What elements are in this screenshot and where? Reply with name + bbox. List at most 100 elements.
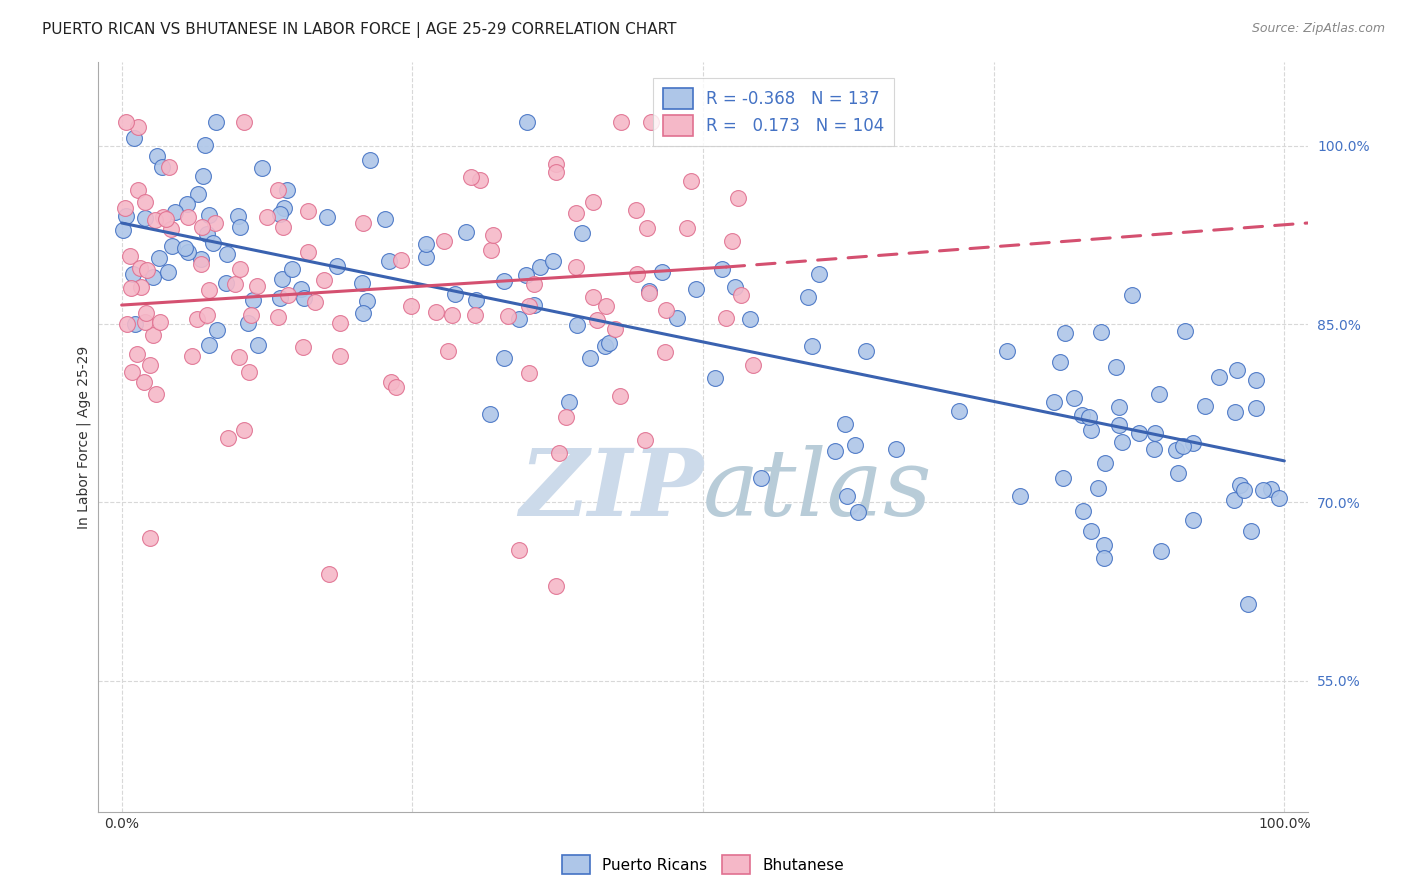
Point (1049, 355, 1071, 369)
Point (215, 247, 238, 261)
Point (595, 299, 617, 313)
Point (238, 365, 260, 379)
Point (190, 257, 212, 271)
Point (651, 265, 673, 279)
Point (541, 254, 564, 268)
Point (297, 204, 319, 219)
Point (129, 280, 152, 294)
Point (385, 380, 408, 394)
Point (122, 130, 145, 145)
Point (571, 226, 593, 240)
Point (1092, 551, 1115, 566)
Point (948, 404, 970, 418)
Point (721, 234, 744, 248)
Point (1080, 423, 1102, 437)
Point (716, 311, 738, 326)
Point (492, 351, 515, 365)
Point (1108, 418, 1130, 433)
Point (523, 298, 546, 312)
Point (315, 210, 337, 224)
Point (579, 351, 602, 366)
Point (356, 294, 378, 309)
Point (149, 315, 172, 329)
Point (177, 244, 200, 259)
Point (129, 261, 152, 276)
Point (201, 235, 224, 250)
Point (1092, 538, 1115, 552)
Point (139, 531, 162, 545)
Point (236, 316, 259, 330)
Point (229, 262, 252, 277)
Point (1181, 436, 1204, 450)
Point (1260, 482, 1282, 496)
Point (1229, 477, 1251, 491)
Point (1053, 326, 1076, 340)
Point (191, 220, 214, 235)
Point (465, 293, 488, 308)
Point (246, 278, 269, 293)
Point (1111, 435, 1133, 450)
Point (134, 375, 156, 389)
Point (433, 234, 456, 248)
Point (1149, 387, 1171, 401)
Point (269, 291, 291, 305)
Point (460, 169, 482, 184)
Point (626, 267, 648, 281)
Point (582, 290, 605, 304)
Point (228, 209, 250, 223)
Text: atlas: atlas (703, 444, 932, 534)
Point (232, 423, 254, 437)
Point (593, 338, 616, 352)
Point (610, 115, 633, 129)
Point (1174, 324, 1197, 338)
Point (855, 343, 877, 358)
Point (267, 183, 290, 197)
Point (995, 343, 1018, 358)
Point (1164, 442, 1187, 457)
Point (1251, 483, 1274, 498)
Point (547, 446, 569, 460)
Point (269, 206, 291, 220)
Point (194, 137, 217, 152)
Point (1226, 363, 1249, 377)
Point (565, 206, 588, 220)
Point (150, 161, 173, 175)
Point (124, 317, 146, 331)
Point (115, 209, 138, 223)
Point (232, 115, 254, 129)
Point (273, 201, 295, 215)
Point (567, 318, 589, 332)
Point (193, 169, 215, 183)
Point (807, 268, 830, 282)
Point (111, 223, 134, 237)
Point (654, 344, 676, 359)
Point (359, 153, 381, 167)
Point (246, 338, 269, 352)
Point (546, 157, 568, 171)
Point (271, 271, 294, 285)
Point (637, 285, 659, 299)
Point (655, 302, 678, 317)
Point (352, 305, 374, 319)
Point (160, 239, 183, 253)
Point (134, 315, 156, 329)
Point (546, 579, 568, 593)
Point (135, 305, 157, 319)
Point (174, 241, 197, 255)
Point (155, 212, 177, 227)
Point (1237, 597, 1260, 611)
Point (195, 227, 218, 242)
Point (197, 284, 219, 298)
Point (136, 263, 159, 277)
Point (326, 260, 349, 274)
Text: ZIP: ZIP (519, 444, 703, 534)
Point (801, 339, 824, 353)
Point (704, 371, 727, 385)
Point (374, 211, 396, 226)
Point (329, 349, 352, 363)
Point (142, 269, 165, 284)
Point (121, 365, 143, 379)
Text: PUERTO RICAN VS BHUTANESE IN LABOR FORCE | AGE 25-29 CORRELATION CHART: PUERTO RICAN VS BHUTANESE IN LABOR FORCE… (42, 22, 676, 38)
Point (479, 407, 502, 421)
Point (318, 566, 340, 581)
